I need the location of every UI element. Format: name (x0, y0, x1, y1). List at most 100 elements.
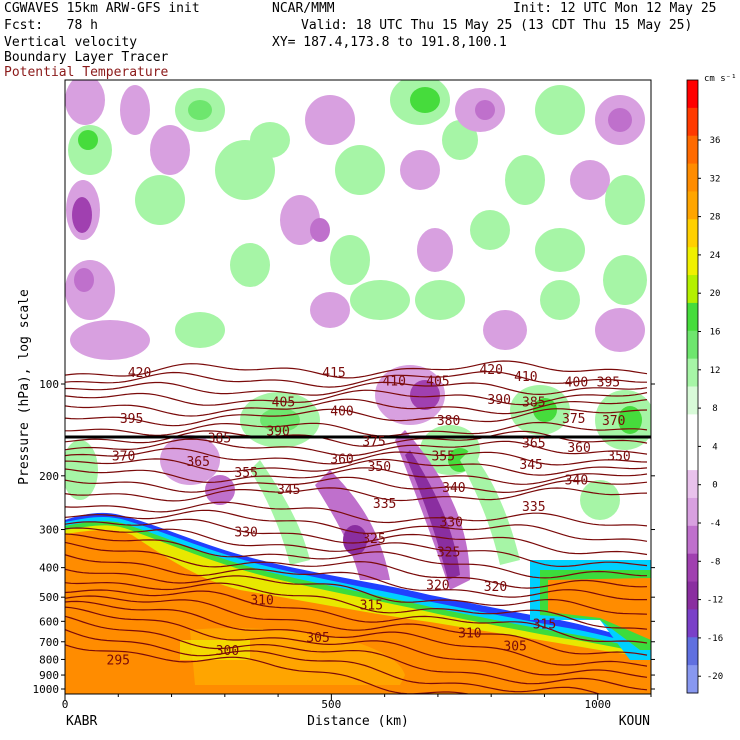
theta-contour (65, 629, 601, 694)
colorbar-swatch (687, 330, 698, 360)
theta-contour (65, 581, 648, 630)
theta-contour (65, 600, 648, 667)
theta-label: 335 (522, 500, 545, 515)
theta-label: 320 (484, 580, 507, 595)
colorbar-swatch (687, 525, 698, 555)
theta-label: 370 (602, 414, 625, 429)
colorbar-unit: cm s⁻¹ (704, 74, 737, 84)
colorbar-swatch (687, 386, 698, 415)
cross-section-coords: XY= 187.4,173.8 to 191.8,100.1 (272, 35, 507, 50)
theta-label: 340 (565, 473, 588, 488)
theta-label: 345 (519, 458, 542, 473)
right-station-label: KOUN (619, 714, 650, 729)
colorbar-label: 32 (710, 174, 721, 184)
colorbar-label: -20 (707, 672, 723, 682)
theta-label: 415 (322, 366, 345, 381)
theta-contour (65, 533, 648, 579)
theta-label: 310 (458, 627, 481, 642)
theta-contour (65, 589, 648, 644)
colorbar-label: 24 (710, 251, 721, 261)
colorbar-label: -8 (710, 557, 721, 567)
x-axis: 0 500 1000 (62, 694, 652, 711)
colorbar-label: 16 (710, 328, 721, 338)
y-axis-title: Pressure (hPa), log scale (17, 289, 32, 485)
theta-label: 345 (277, 483, 300, 498)
theta-label: 355 (431, 450, 454, 465)
colorbar-swatch (687, 470, 698, 499)
theta-label: 340 (442, 481, 465, 496)
y-tick-label: 1000 (33, 683, 60, 696)
theta-contour (65, 527, 648, 568)
colorbar-swatch (687, 637, 698, 666)
colorbar-swatch (687, 219, 698, 248)
colorbar-swatch (687, 581, 698, 610)
theta-label: 375 (362, 435, 385, 450)
colorbar-swatch (687, 497, 698, 527)
theta-contour (65, 568, 648, 615)
theta-contour (65, 421, 648, 437)
y-tick-label: 600 (39, 615, 59, 628)
theta-label: 310 (250, 593, 273, 608)
theta-contour (65, 389, 648, 406)
theta-label: 410 (382, 374, 405, 389)
theta-label: 350 (607, 450, 630, 465)
theta-label: 365 (186, 455, 209, 470)
theta-label: 380 (437, 414, 460, 429)
theta-contour (65, 476, 648, 494)
theta-label: 325 (437, 546, 460, 561)
x-axis-title: Distance (km) (307, 714, 409, 729)
field-label-vertical-velocity: Vertical velocity (4, 35, 138, 50)
colorbar-swatch (687, 665, 698, 694)
y-tick-label: 200 (39, 470, 59, 483)
colorbar-swatch (687, 609, 698, 638)
theta-label: 335 (373, 497, 396, 512)
left-station-label: KABR (66, 714, 97, 729)
y-tick-label: 700 (39, 636, 59, 649)
theta-labels: 420 415 420 410 405 410 400 395 405 390 385 400 395 3… (107, 363, 631, 668)
colorbar-label: 36 (710, 136, 721, 146)
theta-label: 390 (487, 393, 510, 408)
theta-contour (65, 541, 648, 589)
x-tick-label: 500 (321, 698, 341, 711)
valid-time: Valid: 18 UTC Thu 15 May 25 (13 CDT Thu … (301, 18, 693, 33)
theta-contour (65, 467, 648, 485)
theta-label: 420 (479, 363, 502, 378)
theta-label: 365 (522, 437, 545, 452)
theta-contour (65, 509, 648, 542)
theta-label: 320 (426, 579, 449, 594)
y-tick-label: 900 (39, 669, 59, 682)
colorbar-swatch (687, 191, 698, 220)
colorbar-swatch (687, 553, 698, 583)
colorbar-swatch (687, 80, 698, 109)
theta-label: 325 (362, 532, 385, 547)
colorbar-swatch (687, 442, 698, 471)
theta-label: 375 (562, 412, 585, 427)
y-tick-label: 800 (39, 653, 59, 666)
potential-temperature-contours (65, 360, 648, 694)
colorbar-swatch (687, 135, 698, 165)
theta-label: 350 (368, 460, 391, 475)
theta-label: 400 (330, 404, 353, 419)
vertical-velocity-field (65, 80, 651, 590)
theta-contour (65, 501, 648, 527)
colorbar-label: -12 (707, 596, 723, 606)
theta-contour (65, 360, 648, 379)
colorbar-label: 8 (712, 404, 717, 414)
colorbar-swatch (687, 414, 698, 443)
theta-contour (65, 398, 648, 417)
theta-label: 385 (208, 432, 231, 447)
theta-label: 295 (107, 653, 130, 668)
theta-label: 360 (567, 441, 590, 456)
forecast-hour: Fcst: 78 h (4, 18, 98, 33)
colorbar-label: -4 (710, 519, 721, 529)
colorbar-label: 4 (712, 442, 717, 452)
field-label-potential-temperature: Potential Temperature (4, 65, 169, 80)
colorbar-label: 0 (712, 481, 717, 491)
field-label-boundary-layer: Boundary Layer Tracer (4, 50, 169, 65)
theta-label: 420 (128, 366, 151, 381)
colorbar-swatch (687, 247, 698, 276)
colorbar: 36 32 28 24 20 16 12 8 4 0 -4 -8 -12 -16 -20 (686, 79, 723, 694)
colorbar-label: -16 (707, 634, 723, 644)
colorbar-label: 28 (710, 213, 721, 223)
